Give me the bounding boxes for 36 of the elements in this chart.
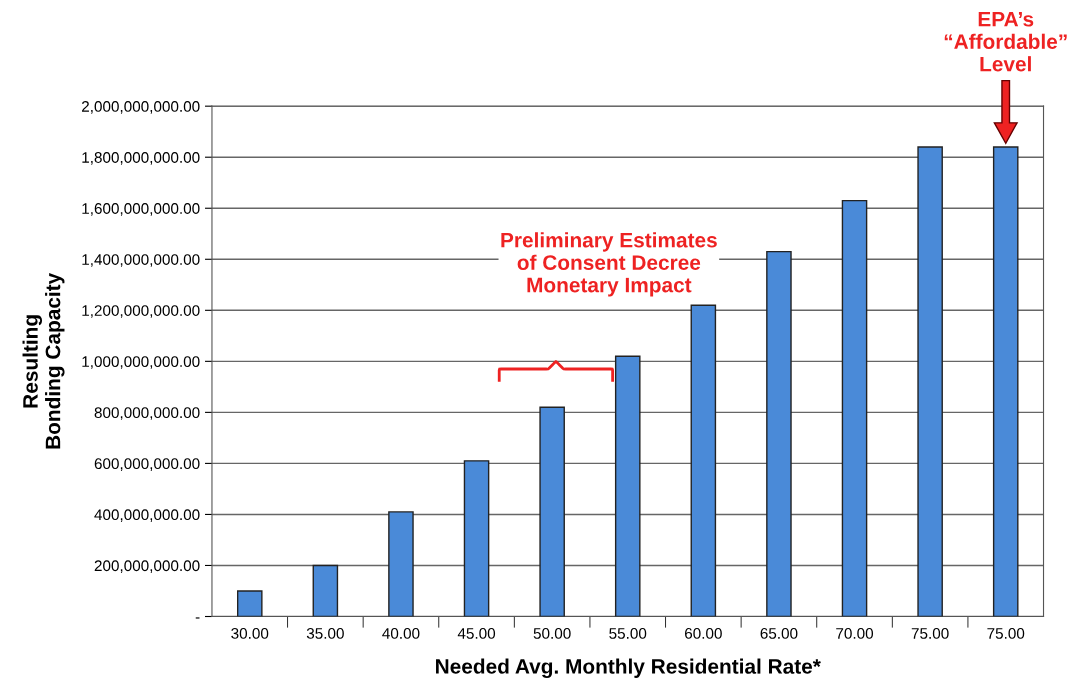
y-tick-label: 2,000,000,000.00 xyxy=(82,101,200,114)
x-tick-label: 75.00 xyxy=(911,628,949,639)
x-tick-label: 35.00 xyxy=(306,628,344,639)
bar xyxy=(614,355,641,617)
bar xyxy=(388,511,414,617)
y-tick-label: 400,000,000.00 xyxy=(94,509,200,522)
y-tick-label: 200,000,000.00 xyxy=(94,560,200,573)
annotation: Preliminary Estimates of Consent Decree Monetary Impact xyxy=(501,232,717,297)
x-tick-label: 50.00 xyxy=(533,628,571,639)
x-tick-label: 75.00 xyxy=(987,628,1025,639)
x-tick-label: 60.00 xyxy=(685,628,722,639)
y-tick-label: 800,000,000.00 xyxy=(94,407,200,420)
bar xyxy=(312,564,339,617)
bar xyxy=(463,460,490,617)
y-tick-label: - xyxy=(195,617,200,619)
y-tick-label: 600,000,000.00 xyxy=(94,458,200,471)
text: EPA’s “Affordable” Level xyxy=(944,12,1067,72)
x-axis-title: Needed Avg. Monthly Residential Rate* xyxy=(436,658,821,679)
x-tick-label: 65.00 xyxy=(760,628,798,639)
y-tick-label: 1,200,000,000.00 xyxy=(82,305,200,318)
bar xyxy=(539,406,565,617)
x-tick-label: 45.00 xyxy=(457,628,496,639)
bar xyxy=(690,304,717,617)
bar xyxy=(766,250,792,617)
bar xyxy=(841,199,868,617)
x-tick-label: 70.00 xyxy=(836,628,874,639)
x-tick-label: 30.00 xyxy=(231,628,269,639)
x-tick-label: 55.00 xyxy=(609,628,647,639)
y-axis-title: Resulting Bonding Capacity xyxy=(22,272,65,449)
y-tick-label: 1,800,000,000.00 xyxy=(82,152,200,165)
y-tick-label: 1,000,000,000.00 xyxy=(82,356,200,369)
bar xyxy=(236,590,263,617)
bar xyxy=(917,146,943,617)
x-tick-label: 40.00 xyxy=(382,628,420,639)
y-tick-label: 1,400,000,000.00 xyxy=(82,254,200,267)
y-tick-label: 1,600,000,000.00 xyxy=(82,203,200,216)
